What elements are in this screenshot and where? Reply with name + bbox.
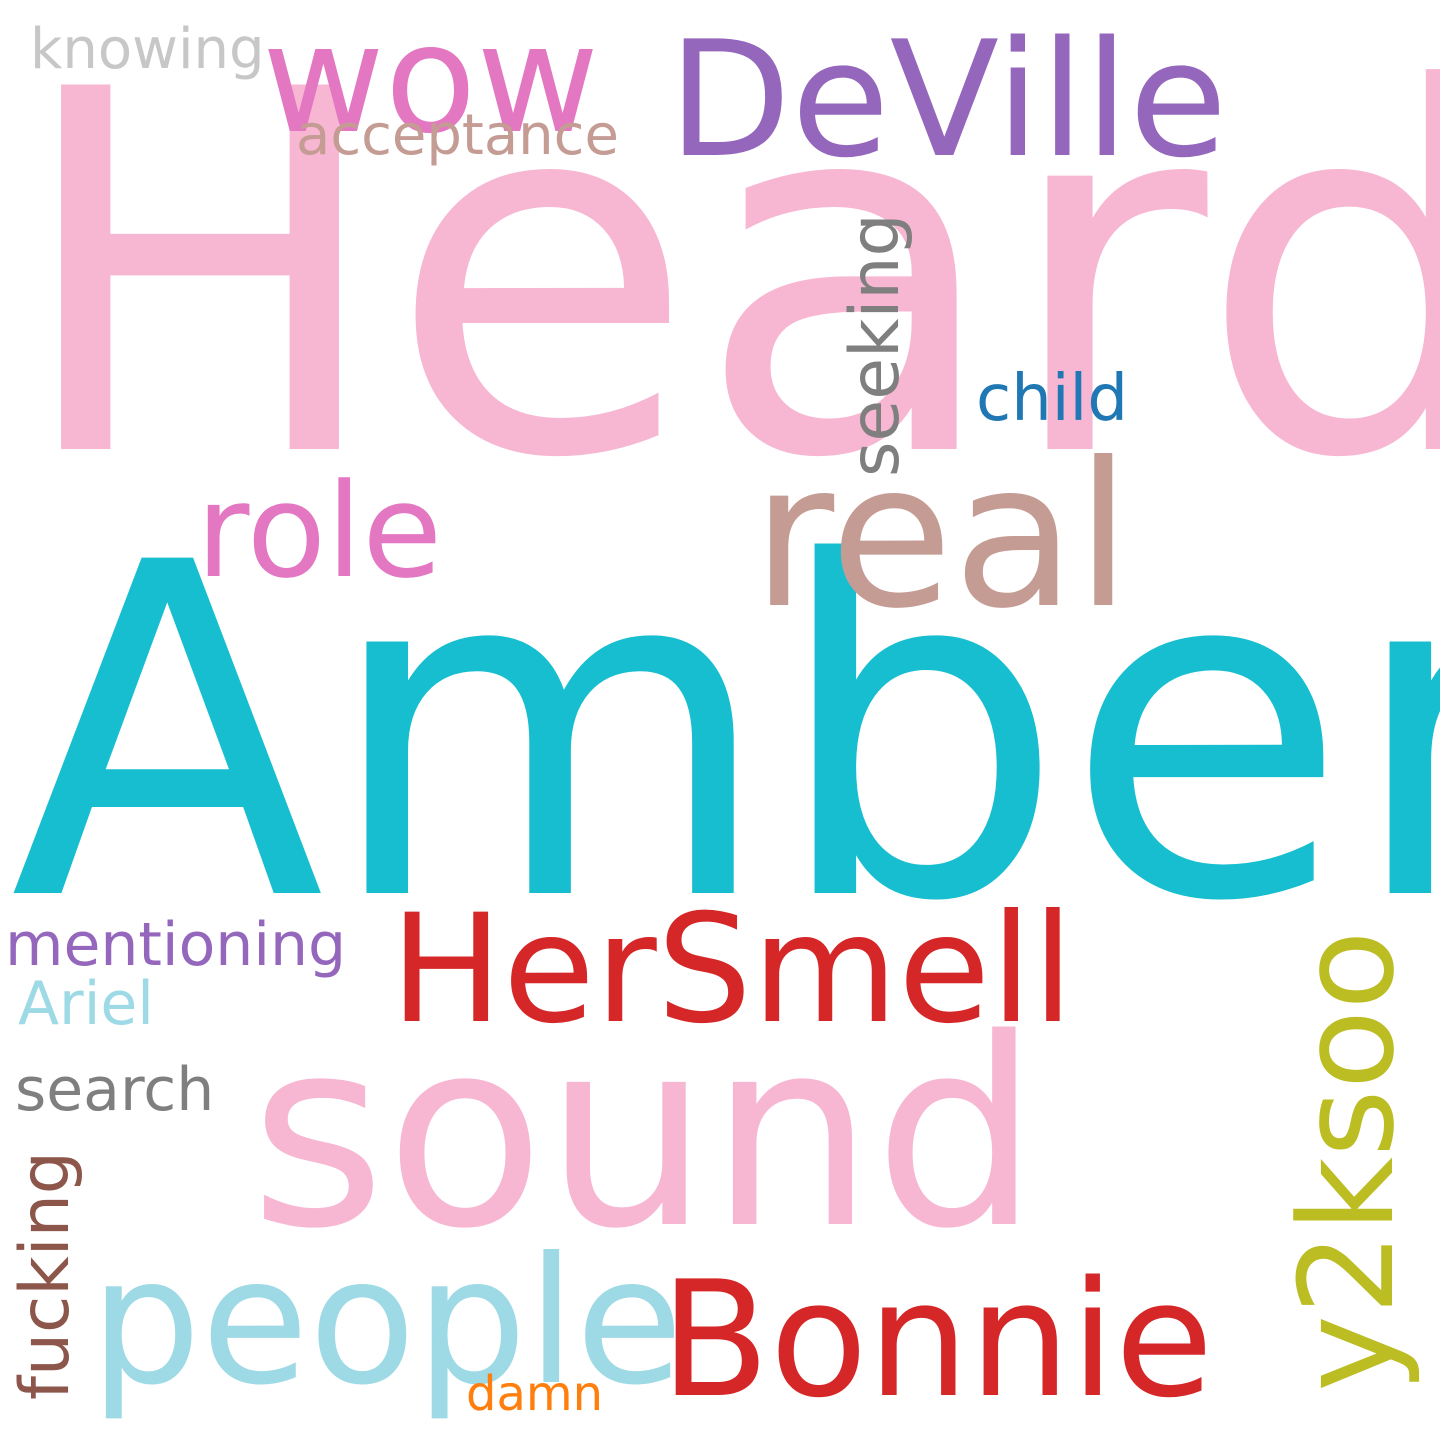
word-wow: wow (262, 0, 600, 167)
word-damn: damn (466, 1366, 604, 1422)
word-people: people (90, 1221, 684, 1424)
word-role: role (196, 455, 443, 607)
word-ariel: Ariel (18, 969, 154, 1039)
word-amber: Amber (10, 467, 1440, 1002)
word-real: real (752, 420, 1132, 653)
word-knowing: knowing (30, 17, 265, 82)
word-bonnie: Bonnie (660, 1246, 1214, 1433)
word-child: child (976, 362, 1128, 436)
word-seeking: seeking (836, 213, 915, 477)
word-hersmell: HerSmell (390, 883, 1074, 1057)
word-y2ksoo: y2ksoo (1271, 930, 1423, 1392)
word-fucking: fucking (6, 1151, 85, 1400)
word-search: search (15, 1055, 215, 1125)
word-heard: Heard (12, 0, 1440, 567)
word-mentioning: mentioning (5, 910, 347, 980)
word-deville: DeVille (668, 6, 1228, 193)
word-sound: sound (250, 984, 1040, 1286)
word-acceptance: acceptance (296, 103, 619, 168)
